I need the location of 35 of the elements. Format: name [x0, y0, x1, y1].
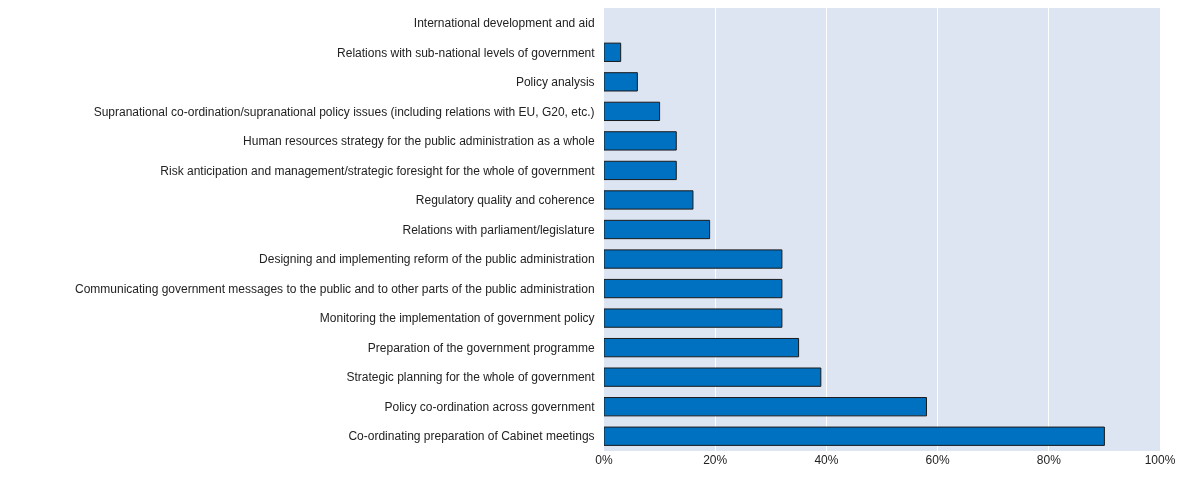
y-tick-label: International development and aid [413, 15, 595, 30]
x-tick-label: 0% [595, 453, 613, 467]
y-tick-label: Regulatory quality and coherence [415, 193, 595, 208]
bar [604, 278, 783, 299]
bar [604, 367, 822, 387]
bar [604, 131, 677, 151]
y-tick-label: Policy analysis [515, 75, 595, 90]
y-tick-label: Supranational co-ordination/supranational policy issues (including relations with EU, G20, etc.) [93, 104, 595, 119]
y-tick-label: Human resources strategy for the public administration as a whole [243, 134, 595, 149]
y-tick-label: Policy co-ordination across government [384, 399, 596, 414]
x-tick-label: 100% [1144, 453, 1176, 467]
x-tick-label: 40% [814, 453, 839, 467]
bar [604, 249, 783, 269]
y-tick-label: Designing and implementing reform of the public administration [259, 252, 595, 267]
y-tick-label: Preparation of the government programme [367, 340, 595, 355]
bar [604, 190, 694, 210]
y-tick-label: Risk anticipation and management/strategic foresight for the whole of government [160, 163, 596, 178]
bar [604, 426, 1105, 446]
x-tick-label: 60% [925, 453, 950, 467]
bar [604, 42, 622, 62]
x-tick-label: 80% [1036, 453, 1062, 467]
y-tick-label: Monitoring the implementation of government policy [319, 311, 595, 326]
x-tick-label: 20% [703, 453, 728, 467]
y-tick-label: Relations with sub-national levels of government [337, 45, 596, 60]
bar [604, 219, 711, 240]
bar [604, 72, 638, 92]
bar [604, 160, 677, 181]
y-tick-label: Strategic planning for the whole of government [346, 370, 596, 385]
y-tick-label: Relations with parliament/legislature [402, 222, 595, 237]
bar [604, 308, 783, 328]
y-tick-label: Communicating government messages to the public and to other parts of the public administration [74, 281, 595, 296]
y-tick-label: Co-ordinating preparation of Cabinet meetings [348, 429, 595, 444]
bar [604, 337, 800, 358]
bar [604, 397, 927, 417]
bar [604, 101, 661, 122]
